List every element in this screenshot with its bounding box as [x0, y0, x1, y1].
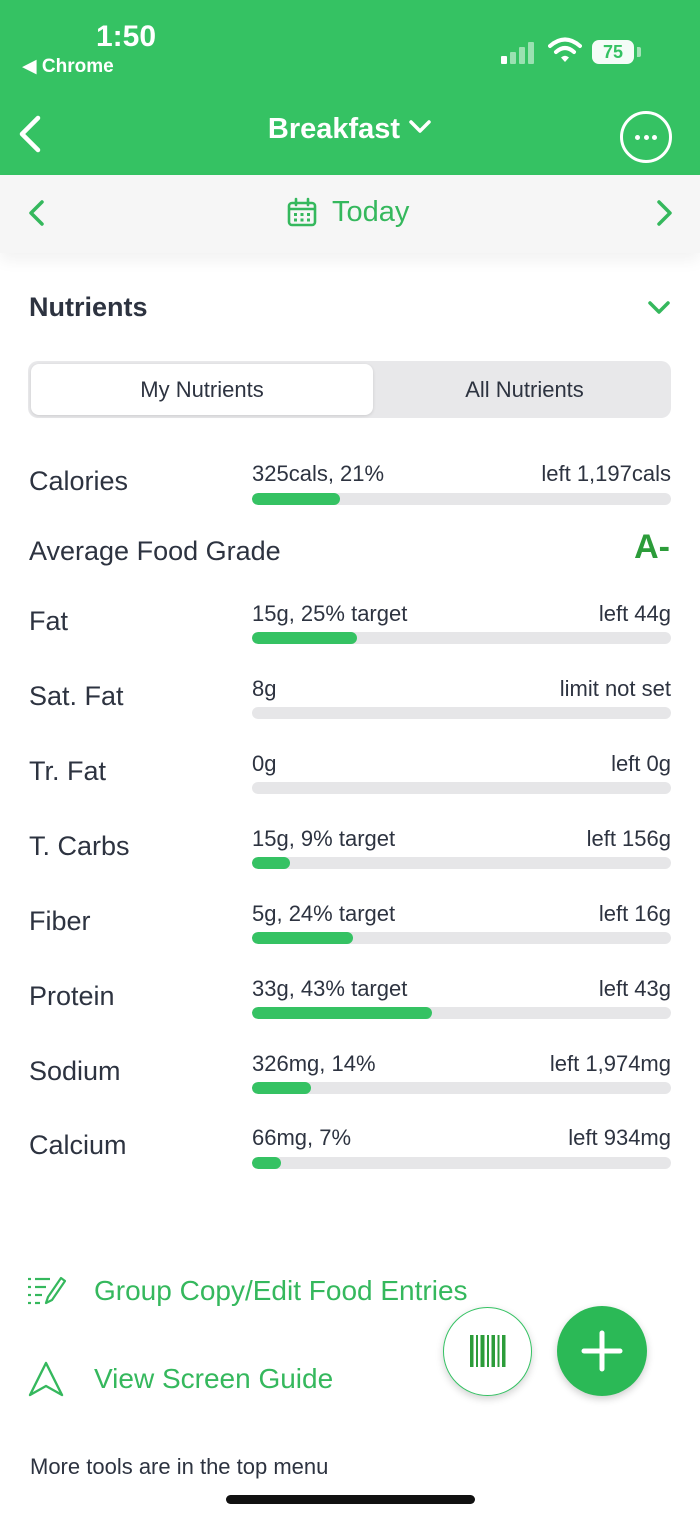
progress-fill: [252, 857, 290, 869]
progress-fill: [252, 1082, 311, 1094]
barcode-icon: [469, 1334, 505, 1367]
back-to-app-link[interactable]: ◀ Chrome: [22, 56, 114, 77]
next-day-icon[interactable]: [653, 198, 675, 228]
row-label-calcium: Calcium: [29, 1130, 127, 1160]
home-indicator: [226, 1495, 475, 1504]
battery-icon: 75: [592, 40, 634, 64]
row-value-trans-fat: 0g: [252, 751, 277, 776]
progress-fill: [252, 632, 357, 644]
date-label: Today: [332, 196, 410, 228]
back-chevron-icon[interactable]: [14, 112, 46, 156]
group-copy-edit-link[interactable]: Group Copy/Edit Food Entries: [26, 1273, 468, 1309]
row-remaining-carbs: left 156g: [586, 826, 671, 851]
row-label-fiber: Fiber: [29, 906, 91, 936]
status-time: 1:50: [96, 20, 157, 53]
tab-my-nutrients[interactable]: My Nutrients: [31, 364, 373, 415]
app-header: 1:50 ◀ Chrome 75 Breakfast: [0, 0, 700, 175]
navigation-arrow-icon: [28, 1361, 64, 1397]
row-remaining-fat: left 44g: [598, 601, 671, 626]
collapse-chevron-icon[interactable]: [646, 298, 672, 318]
row-remaining-trans-fat: left 0g: [611, 751, 671, 776]
row-remaining-sat-fat: limit not set: [559, 676, 671, 701]
row-label-calories: Calories: [29, 466, 129, 496]
progress-fill: [252, 493, 340, 505]
row-value-fat: 15g, 25% target: [252, 601, 408, 626]
row-value-protein: 33g, 43% target: [252, 976, 408, 1001]
wifi-icon: [548, 37, 582, 62]
row-label-trans-fat: Tr. Fat: [29, 756, 107, 786]
progress-bar-calories: [252, 493, 671, 505]
more-options-button[interactable]: [620, 111, 672, 163]
average-food-grade-label: Average Food Grade: [29, 536, 281, 566]
row-label-sodium: Sodium: [29, 1056, 121, 1086]
barcode-scan-button[interactable]: [443, 1307, 532, 1396]
meal-selector[interactable]: Breakfast: [0, 113, 700, 146]
progress-bar-carbs: [252, 857, 671, 869]
progress-bar-sat-fat: [252, 707, 671, 719]
edit-list-icon: [28, 1276, 66, 1305]
row-value-fiber: 5g, 24% target: [252, 901, 396, 926]
row-value-calcium: 66mg, 7%: [252, 1125, 352, 1150]
row-remaining-calcium: left 934mg: [568, 1125, 671, 1150]
row-remaining-sodium: left 1,974mg: [549, 1051, 671, 1076]
average-food-grade-value: A-: [634, 528, 670, 566]
progress-fill: [252, 1157, 282, 1169]
row-label-carbs: T. Carbs: [29, 831, 130, 861]
cellular-signal-icon: [501, 40, 537, 64]
progress-bar-sodium: [252, 1082, 671, 1094]
battery-nub: [637, 47, 641, 57]
calendar-icon: [287, 197, 317, 226]
progress-fill: [252, 932, 353, 944]
row-remaining-protein: left 43g: [598, 976, 671, 1001]
view-screen-guide-label: View Screen Guide: [94, 1363, 334, 1394]
nutrients-title: Nutrients: [29, 292, 148, 322]
row-value-calories: 325cals, 21%: [252, 461, 385, 486]
date-bar: [0, 175, 700, 253]
progress-bar-fat: [252, 632, 671, 644]
nutrients-segmented-control: My Nutrients All Nutrients: [28, 361, 671, 418]
row-remaining-fiber: left 16g: [598, 901, 671, 926]
meal-title: Breakfast: [267, 113, 401, 145]
view-screen-guide-link[interactable]: View Screen Guide: [26, 1360, 333, 1398]
tab-all-nutrients[interactable]: All Nutrients: [465, 377, 584, 402]
plus-icon: [581, 1330, 623, 1372]
progress-bar-fiber: [252, 932, 671, 944]
row-label-protein: Protein: [29, 981, 115, 1011]
progress-bar-protein: [252, 1007, 671, 1019]
add-food-button[interactable]: [557, 1306, 647, 1396]
progress-fill: [252, 1007, 433, 1019]
row-value-sat-fat: 8g: [252, 676, 277, 701]
previous-day-icon[interactable]: [26, 198, 48, 228]
chevron-down-icon: [409, 120, 431, 134]
progress-bar-trans-fat: [252, 782, 671, 794]
row-label-fat: Fat: [29, 606, 69, 636]
row-value-sodium: 326mg, 14%: [252, 1051, 376, 1076]
progress-bar-calcium: [252, 1157, 671, 1169]
row-label-sat-fat: Sat. Fat: [29, 681, 124, 711]
group-copy-edit-label: Group Copy/Edit Food Entries: [94, 1275, 468, 1306]
footnote-text: More tools are in the top menu: [30, 1454, 329, 1479]
row-value-carbs: 15g, 9% target: [252, 826, 396, 851]
date-selector[interactable]: Today: [286, 196, 409, 229]
row-remaining-calories: left 1,197cals: [541, 461, 671, 486]
